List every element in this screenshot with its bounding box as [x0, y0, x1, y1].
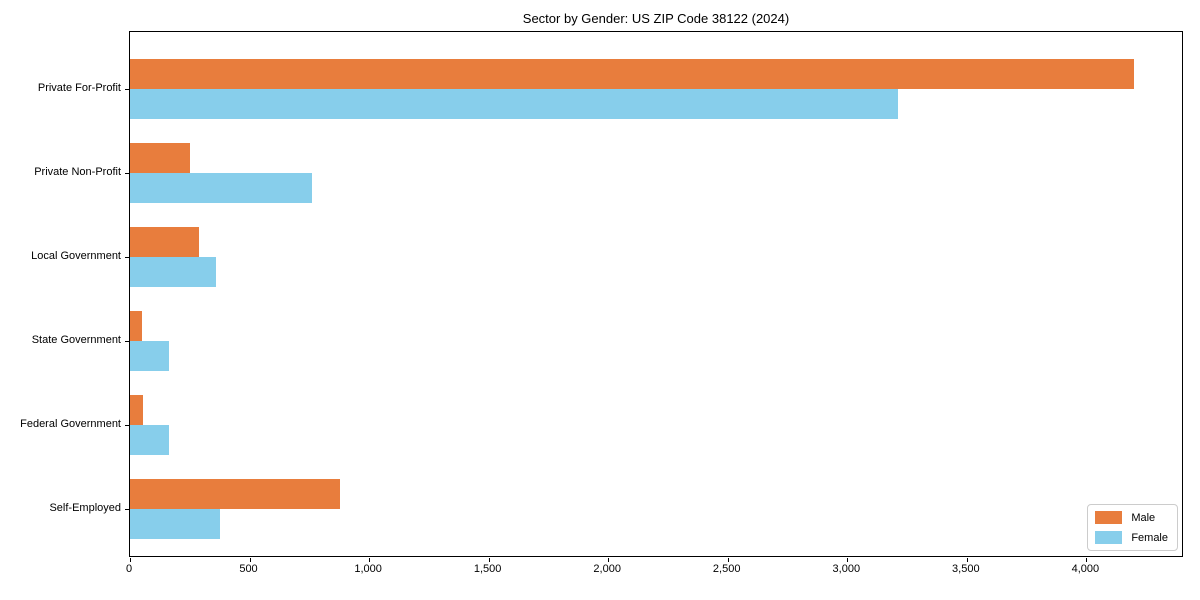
legend-entry-female: Female	[1095, 531, 1168, 544]
legend-label-female: Female	[1131, 531, 1168, 544]
x-tick-mark	[847, 558, 849, 562]
y-tick-label: State Government	[31, 334, 121, 346]
x-tick-mark	[130, 558, 131, 562]
bar-male-0	[130, 59, 1135, 89]
bar-female-3	[130, 341, 170, 371]
x-tick-mark	[249, 558, 251, 562]
x-tick-label: 500	[239, 563, 258, 575]
female-swatch-icon	[1095, 531, 1123, 544]
x-axis-labels: 0 500 1,000 1,500 2,000 2,500 3,000 3,500 4,000	[125, 563, 1183, 579]
x-tick-label: 4,000	[1071, 563, 1100, 575]
y-tick-mark	[125, 257, 129, 258]
bar-male-5	[130, 479, 341, 509]
bar-male-2	[130, 227, 200, 257]
y-tick-label: Private Non-Profit	[34, 166, 121, 178]
bar-male-1	[130, 143, 190, 173]
chart-title: Sector by Gender: US ZIP Code 38122 (202…	[522, 11, 790, 26]
x-tick-label: 2,500	[712, 563, 741, 575]
y-axis-labels: Private For-Profit Private Non-Profit Loca…	[0, 31, 121, 557]
legend: Male Female	[1087, 504, 1178, 551]
bar-male-3	[130, 311, 142, 341]
male-swatch-icon	[1095, 511, 1123, 524]
x-tick-mark	[966, 558, 968, 562]
x-tick-label: 0	[125, 563, 133, 575]
bar-female-5	[130, 509, 220, 539]
legend-entry-male: Male	[1095, 511, 1168, 524]
bar-female-2	[130, 257, 217, 287]
x-tick-label: 1,500	[473, 563, 502, 575]
y-tick-mark	[125, 341, 129, 342]
y-tick-mark	[125, 89, 129, 90]
x-tick-mark	[369, 558, 371, 562]
bar-male-4	[130, 395, 144, 425]
y-tick-mark	[125, 425, 129, 426]
x-tick-label: 1,000	[354, 563, 382, 575]
y-tick-mark	[125, 173, 129, 174]
y-tick-label: Local Government	[31, 250, 121, 262]
y-tick-label: Federal Government	[20, 418, 121, 430]
x-tick-label: 3,000	[832, 563, 861, 575]
y-tick-label: Private For-Profit	[37, 82, 121, 94]
legend-label-male: Male	[1131, 511, 1156, 524]
x-tick-mark	[608, 558, 610, 562]
y-tick-label: Self-Employed	[49, 502, 121, 514]
bar-female-0	[130, 89, 898, 119]
x-tick-mark	[727, 558, 729, 562]
x-tick-label: 3,500	[952, 563, 980, 575]
x-tick-mark	[488, 558, 490, 562]
bar-female-1	[130, 173, 312, 203]
plot-area: Male Female	[125, 31, 1183, 562]
x-tick-mark	[1086, 558, 1088, 562]
x-tick-label: 2,000	[593, 563, 621, 575]
bar-female-4	[130, 425, 170, 455]
y-tick-mark	[125, 509, 129, 510]
